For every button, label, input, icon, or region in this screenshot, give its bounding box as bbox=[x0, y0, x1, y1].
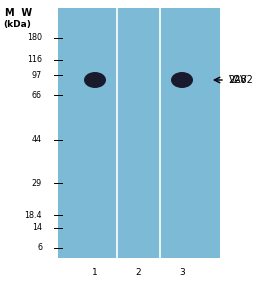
Bar bbox=[58, 8, 220, 258]
Text: 6: 6 bbox=[37, 243, 42, 252]
Text: 2: 2 bbox=[135, 268, 141, 277]
Text: 97: 97 bbox=[32, 70, 42, 80]
Text: 14: 14 bbox=[32, 224, 42, 233]
Text: 228: 228 bbox=[228, 75, 247, 85]
Text: 29: 29 bbox=[32, 179, 42, 188]
Ellipse shape bbox=[84, 72, 106, 88]
Text: 66: 66 bbox=[32, 91, 42, 100]
Text: M  W: M W bbox=[5, 8, 32, 18]
Text: 1: 1 bbox=[92, 268, 98, 277]
Text: 18.4: 18.4 bbox=[25, 211, 42, 220]
Text: VAV2: VAV2 bbox=[229, 75, 254, 85]
Text: 3: 3 bbox=[179, 268, 185, 277]
Ellipse shape bbox=[171, 72, 193, 88]
Text: 180: 180 bbox=[27, 33, 42, 42]
Text: 44: 44 bbox=[32, 136, 42, 145]
Text: (kDa): (kDa) bbox=[3, 20, 31, 29]
Text: 116: 116 bbox=[27, 55, 42, 65]
